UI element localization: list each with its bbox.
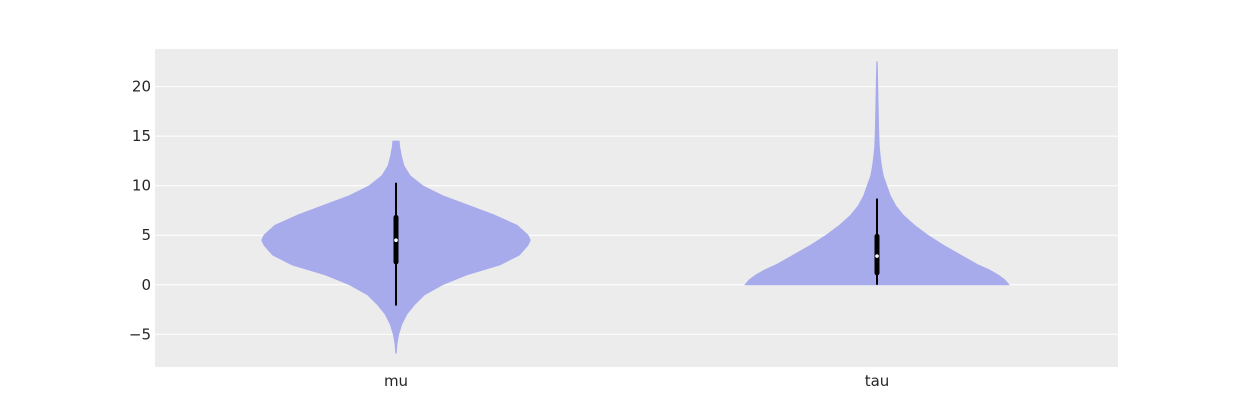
y-tick-label: −5 <box>129 325 151 343</box>
y-tick-label: 10 <box>132 177 151 195</box>
x-tick-label-mu: mu <box>384 372 408 390</box>
x-axis-ticks: mu tau <box>384 372 889 390</box>
median-point-mu <box>394 238 398 242</box>
y-tick-label: 15 <box>132 127 151 145</box>
y-tick-label: 5 <box>141 226 151 244</box>
violin-body-tau <box>744 61 1010 286</box>
y-tick-label: 0 <box>141 276 151 294</box>
x-tick-label-tau: tau <box>865 372 890 390</box>
violins <box>261 61 1010 354</box>
median-point-tau <box>875 254 879 258</box>
y-tick-label: 20 <box>132 78 151 96</box>
plot-background <box>155 49 1118 367</box>
y-axis-ticks: −5 0 5 10 15 20 <box>129 78 151 344</box>
